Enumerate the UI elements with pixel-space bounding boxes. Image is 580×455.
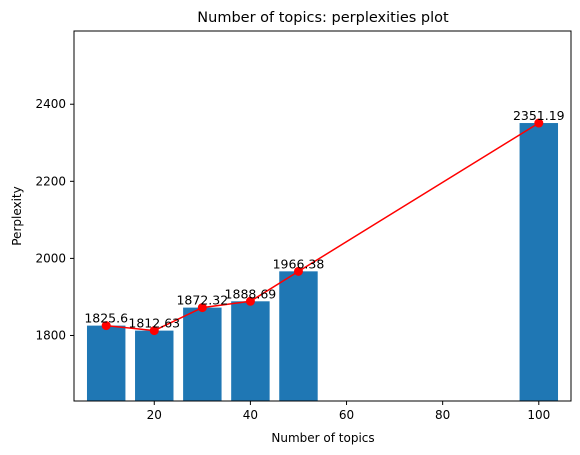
bar-layer [86,123,559,401]
chart-title: Number of topics: perplexities plot [197,10,449,26]
x-tick-label: 60 [339,408,354,422]
data-label: 1966.38 [273,256,325,271]
bar [519,123,559,401]
bar [183,307,222,401]
series-point [245,296,255,306]
data-label: 2351.19 [513,108,565,123]
y-axis: 1800 2000 2200 2400 [35,97,74,342]
data-label: 1888.69 [225,286,277,301]
x-axis-label: Number of topics [271,431,374,445]
data-label: 1812.63 [128,316,180,331]
x-tick-label: 100 [527,408,550,422]
series-point [101,321,111,331]
series-point [534,118,544,128]
y-tick-label: 2000 [35,251,66,265]
y-tick-label: 1800 [35,328,66,342]
data-label: 1872.32 [176,293,228,308]
line-layer [101,118,544,336]
bar [231,301,270,401]
x-tick-label: 80 [435,408,450,422]
bar [135,330,174,401]
bar [279,271,318,401]
series-point [149,326,159,336]
series-point [197,303,207,313]
y-tick-label: 2400 [35,97,66,111]
x-tick-label: 20 [147,408,162,422]
x-axis: 20 40 60 80 100 [147,401,550,422]
y-axis-label: Perplexity [10,186,24,246]
y-tick-label: 2200 [35,174,66,188]
series-point [293,266,303,276]
plot-frame [73,30,572,402]
bar [86,325,126,401]
data-label: 1825.6 [84,311,128,326]
series-line [106,122,540,332]
x-tick-label: 40 [243,408,258,422]
